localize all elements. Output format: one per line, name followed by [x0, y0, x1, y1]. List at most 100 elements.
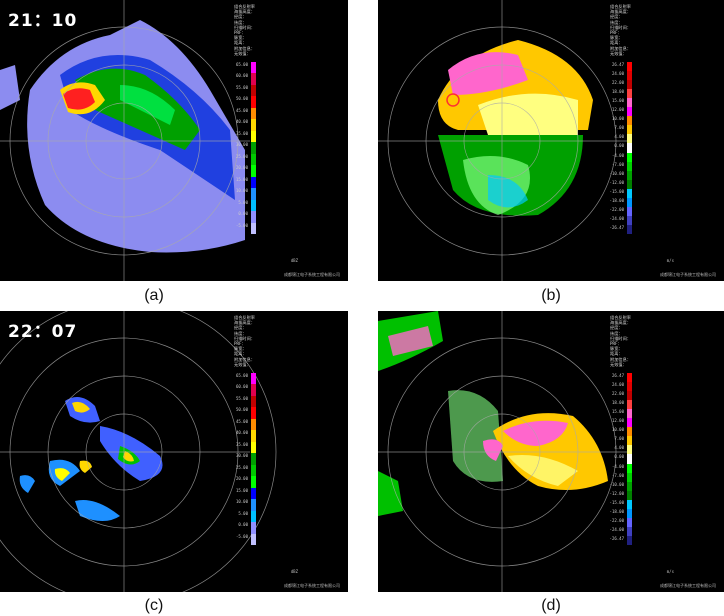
scale-label: 0.00	[238, 211, 248, 217]
scale-swatch	[627, 224, 632, 235]
scale-label: 50.00	[235, 96, 248, 102]
caption-a: (a)	[144, 287, 164, 304]
scale-swatch	[251, 464, 256, 477]
scale-label: 18.00	[611, 400, 624, 406]
scale-label: -22.00	[609, 206, 624, 212]
scale-label: -24.00	[609, 526, 624, 532]
scale-swatch	[251, 476, 256, 489]
legend-line: 扫描时间：	[234, 335, 255, 341]
scale-label: -22.00	[609, 517, 624, 523]
scale-swatch	[627, 373, 632, 383]
radar-image-a	[0, 0, 250, 281]
scale-label: 15.00	[235, 176, 248, 182]
scale-swatch	[627, 134, 632, 144]
footer-d: 成都锦江电子系统工程有限公司	[660, 583, 716, 588]
scale-label: 0.00	[614, 143, 624, 149]
scale-label: 10.00	[235, 188, 248, 194]
legend-c: 组合反射率 海拔高度： 经度： 纬度： 扫描时间： PRF： 脉宽： 距离： 附加信息： 无效值：	[234, 315, 344, 367]
legend-line: 扫描时间：	[234, 24, 255, 30]
scale-swatch	[251, 222, 256, 235]
legend-line: 海拔高度：	[234, 320, 255, 326]
unit-c: dBZ	[290, 569, 298, 574]
scale-label: 22.00	[611, 391, 624, 397]
scale-swatch	[251, 430, 256, 443]
scale-swatch	[251, 84, 256, 97]
scale-label: 18.00	[611, 89, 624, 95]
scale-swatch	[627, 188, 632, 199]
scale-label: -10.00	[609, 170, 624, 176]
scale-label: 26.47	[611, 62, 624, 67]
scale-swatch	[627, 80, 632, 90]
scale-swatch	[627, 382, 632, 392]
unit-a: dBZ	[290, 258, 298, 263]
legend-line: 脉宽：	[610, 35, 623, 41]
radar-panel-a: 21：10 成都锦江电子系统工程有限公司 dBZ 组合反射率 海拔高度： 经度： 纬度…	[0, 0, 348, 281]
scale-swatch	[251, 533, 256, 546]
scale-swatch	[627, 391, 632, 401]
legend-line: 附加信息：	[610, 45, 631, 51]
scale-swatch	[251, 130, 256, 143]
scale-swatch	[251, 522, 256, 535]
legend-d: 组合反射率 海拔高度： 经度： 纬度： 扫描时间： PRF： 脉宽： 距离： 附加信息： 无效值：	[610, 315, 720, 367]
scale-label: 12.00	[611, 107, 624, 113]
scale-label: 30.00	[235, 142, 248, 148]
scale-label: -15.00	[609, 188, 624, 194]
scale-label: -26.47	[609, 224, 624, 230]
scale-label: 65.00	[235, 62, 248, 67]
time-label-a: 21：10	[8, 11, 78, 31]
scale-swatch	[627, 71, 632, 81]
scale-swatch	[627, 197, 632, 208]
radar-panel-c: 22：07 成都锦江电子系统工程有限公司 dBZ 组合反射率 海拔高度： 经度： 纬度…	[0, 311, 348, 592]
scale-label: -18.00	[609, 197, 624, 203]
scale-label: 7.00	[614, 436, 624, 442]
scale-label: 35.00	[235, 441, 248, 447]
legend-line: 纬度：	[610, 330, 623, 336]
scale-swatch	[627, 445, 632, 455]
scale-swatch	[251, 142, 256, 155]
legend-line: 扫描时间：	[610, 24, 631, 30]
legend-line: 海拔高度：	[234, 9, 255, 15]
scale-swatch	[627, 152, 632, 163]
legend-line: PRF：	[234, 341, 246, 347]
legend-line: 附加信息：	[234, 356, 255, 362]
scale-swatch	[627, 116, 632, 126]
scale-swatch	[627, 179, 632, 190]
legend-line: 无效值：	[234, 361, 251, 367]
scale-swatch	[627, 125, 632, 135]
scale-swatch	[627, 161, 632, 172]
legend-line: 距离：	[234, 40, 247, 46]
scale-label: 4.00	[614, 134, 624, 140]
scale-swatch	[251, 176, 256, 189]
legend-line: 组合反射率	[234, 4, 255, 9]
scale-swatch	[627, 418, 632, 428]
scale-label: 25.00	[235, 464, 248, 470]
scale-label: 35.00	[235, 130, 248, 136]
legend-b: 组合反射率 海拔高度： 经度： 纬度： 扫描时间： PRF： 脉宽： 距离： 附加信息： 无效值：	[610, 4, 720, 56]
scale-label: 55.00	[235, 395, 248, 401]
legend-line: 脉宽：	[234, 35, 247, 41]
unit-d: m/s	[666, 569, 674, 574]
scale-swatch	[627, 89, 632, 99]
caption-d: (d)	[541, 597, 561, 614]
legend-line: 经度：	[610, 325, 623, 331]
legend-line: 经度：	[234, 325, 247, 331]
scale-label: -4.00	[611, 152, 624, 158]
scale-label: 12.00	[611, 418, 624, 424]
scale-label: -15.00	[609, 499, 624, 505]
scale-swatch	[251, 441, 256, 454]
scale-swatch	[251, 73, 256, 86]
scale-label: 0.00	[614, 454, 624, 460]
scale-label: 15.00	[235, 487, 248, 493]
legend-line: 海拔高度：	[610, 9, 631, 15]
scale-label: 60.00	[235, 384, 248, 390]
legend-line: 距离：	[234, 351, 247, 357]
legend-line: 距离：	[610, 351, 623, 357]
scale-label: -24.00	[609, 215, 624, 221]
legend-line: 组合反射率	[610, 315, 631, 320]
scale-swatch	[251, 487, 256, 500]
scale-label: 0.00	[238, 522, 248, 528]
scale-swatch	[627, 436, 632, 446]
scale-swatch	[251, 395, 256, 408]
scale-label: 22.00	[611, 80, 624, 86]
legend-line: 无效值：	[234, 50, 251, 56]
